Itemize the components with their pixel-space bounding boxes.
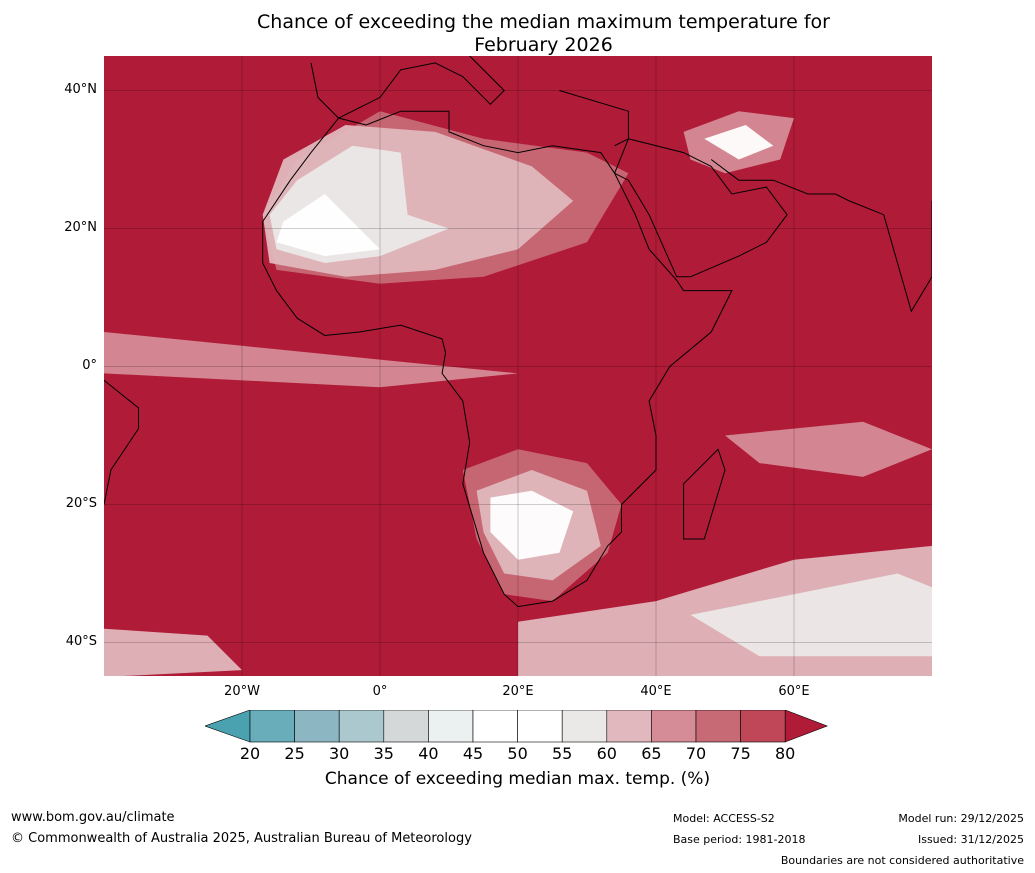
colorbar-bin — [472, 710, 518, 743]
equatorial-band — [104, 332, 518, 388]
persia-coastline — [710, 159, 836, 195]
south-atlantic-region — [104, 628, 242, 676]
lat-label-40n: 40°N — [64, 82, 97, 97]
disclaimer: Boundaries are not considered authoritat… — [780, 854, 1024, 867]
india-coastline — [835, 193, 932, 313]
lat-label-20s: 20°S — [65, 496, 97, 511]
colorbar — [205, 710, 829, 743]
colorbar-tick: 20 — [239, 744, 261, 763]
colorbar-bin — [383, 710, 429, 743]
title-line-1: Chance of exceeding the median maximum t… — [257, 11, 830, 33]
south-america-coastline — [104, 379, 139, 505]
colorbar-bin — [338, 710, 385, 743]
colorbar-tick: 70 — [685, 744, 707, 763]
colorbar-tick: 50 — [507, 744, 528, 763]
lat-label-20n: 20°N — [64, 220, 97, 235]
model-run: Model run: 29/12/2025 — [898, 812, 1024, 825]
lon-label-0: 0° — [372, 684, 388, 699]
lon-label-60e: 60°E — [778, 684, 810, 699]
madagascar-coastline — [683, 448, 726, 540]
southern-ocean-light — [690, 573, 932, 657]
colorbar-tick: 40 — [418, 744, 439, 763]
africa-coastline — [262, 110, 733, 608]
lon-label-40e: 40°E — [640, 684, 672, 699]
lon-label-20e: 20°E — [502, 684, 534, 699]
colorbar-bin — [294, 710, 340, 743]
title-line-2: February 2026 — [474, 34, 613, 56]
colorbar-bin — [651, 710, 697, 743]
issued-date: Issued: 31/12/2025 — [917, 833, 1024, 846]
colorbar-bin — [428, 710, 474, 743]
colorbar-low-arrow — [205, 710, 251, 743]
sahara-core — [276, 194, 380, 257]
colorbar-bin — [740, 710, 786, 743]
colorbar-tick: 65 — [641, 744, 662, 763]
iran-core — [704, 125, 774, 160]
colorbar-tick: 80 — [775, 744, 796, 763]
europe-coastline — [310, 56, 505, 119]
colorbar-bin — [695, 710, 741, 743]
colorbar-tick: 25 — [284, 744, 305, 763]
colorbar-bin — [561, 710, 608, 743]
colorbar-bin — [517, 710, 563, 743]
colorbar-tick: 60 — [596, 744, 617, 763]
colorbar-bin — [606, 710, 652, 743]
lon-label-20w: 20°W — [224, 684, 260, 699]
levant-coastline — [559, 90, 629, 147]
colorbar-tick: 45 — [462, 744, 484, 763]
lat-label-40s: 40°S — [65, 634, 97, 649]
colorbar-high-arrow — [784, 710, 829, 743]
kalahari-core — [490, 490, 574, 560]
colorbar-tick: 35 — [373, 744, 394, 763]
arabia-coastline — [613, 138, 788, 278]
copyright: © Commonwealth of Australia 2025, Austra… — [11, 831, 472, 846]
indian-ocean-band — [725, 421, 932, 477]
lat-label-0: 0° — [82, 358, 97, 373]
colorbar-label: Chance of exceeding median max. temp. (%… — [324, 769, 711, 789]
colorbar-tick: 75 — [730, 744, 751, 763]
probability-map — [104, 56, 932, 676]
model-name: Model: ACCESS-S2 — [673, 812, 775, 825]
colorbar-bin — [249, 710, 295, 743]
base-period: Base period: 1981-2018 — [673, 833, 806, 846]
website-link[interactable]: www.bom.gov.au/climate — [11, 810, 175, 825]
colorbar-tick: 30 — [329, 744, 350, 763]
colorbar-tick: 55 — [552, 744, 573, 763]
